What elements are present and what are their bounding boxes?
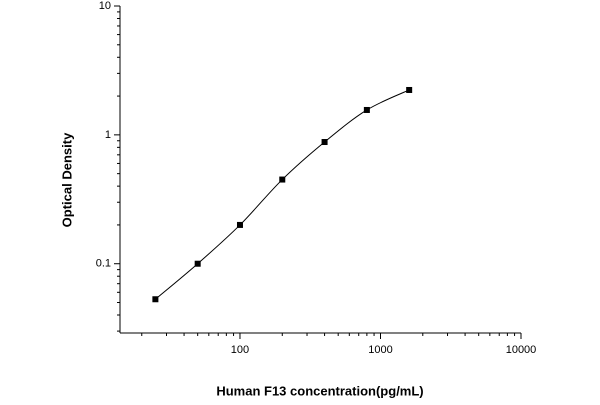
point	[152, 296, 159, 303]
point	[279, 176, 286, 183]
fit-curve	[155, 89, 410, 300]
y-tick-label: 1	[105, 129, 111, 141]
point	[236, 221, 243, 228]
point	[194, 260, 201, 267]
x-tick-label: 1000	[368, 344, 392, 356]
x-tick-label: 10000	[506, 344, 537, 356]
point	[321, 139, 328, 146]
x-axis-label: Human F13 concentration(pg/mL)	[216, 383, 423, 398]
y-axis-label: Optical Density	[59, 132, 74, 227]
y-tick-label: 10	[99, 0, 111, 12]
y-tick-label: 0.1	[96, 258, 111, 270]
x-tick-label: 100	[231, 344, 249, 356]
point	[406, 86, 413, 93]
point	[363, 106, 370, 113]
